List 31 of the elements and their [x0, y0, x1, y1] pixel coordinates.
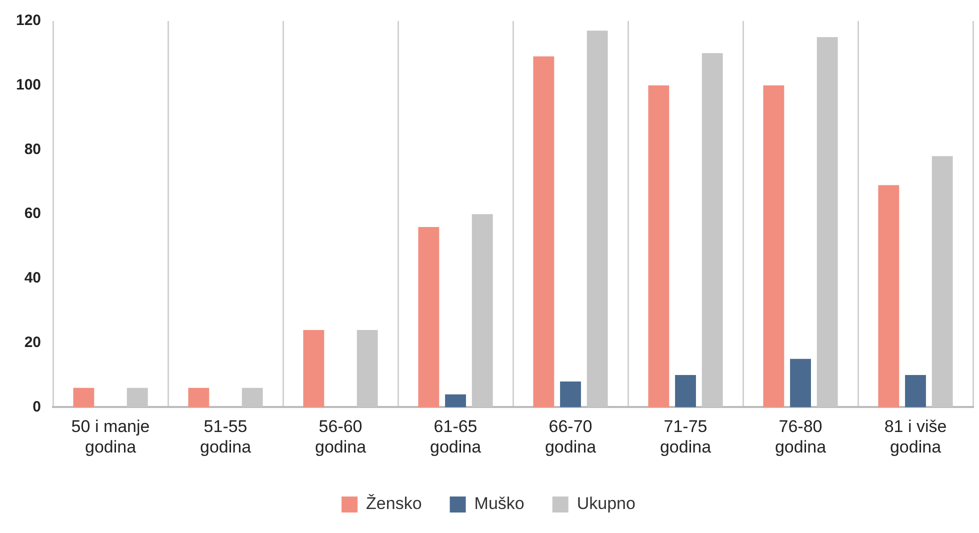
y-tick-label: 0: [32, 398, 42, 416]
y-tick-label: 20: [24, 334, 42, 351]
legend-label: Žensko: [366, 494, 422, 514]
x-tick-label: 76-80 godina: [774, 417, 827, 456]
x-tick-label: 56-60 godina: [314, 417, 367, 456]
x-tick-label: 81 i više godina: [884, 417, 947, 456]
bar: [878, 185, 900, 408]
bar: [418, 226, 440, 408]
bar: [73, 388, 94, 408]
x-tick-label: 71-75 godina: [660, 417, 712, 456]
y-tick-label: 120: [16, 12, 42, 30]
y-tick-label: 80: [24, 140, 42, 158]
legend-label: Muško: [474, 494, 524, 514]
y-tick-label: 100: [16, 76, 42, 94]
x-tick-label: 51-55 godina: [200, 417, 252, 456]
bar: [675, 375, 696, 408]
bar: [763, 85, 784, 408]
bar: [560, 381, 581, 408]
y-tick-label: 60: [24, 205, 42, 222]
bar: [648, 85, 670, 408]
x-tick-label: 50 i manje godina: [71, 417, 150, 456]
x-tick-label: 66-70 godina: [544, 417, 597, 456]
legend-label: Ukupno: [576, 494, 636, 514]
bar: [445, 394, 466, 408]
bar: [303, 330, 324, 408]
bar: [533, 56, 554, 408]
x-tick-label: 61-65 godina: [430, 417, 482, 456]
y-tick-label: 40: [24, 270, 42, 287]
bar: [790, 358, 811, 408]
bar: [905, 375, 926, 408]
bar: [188, 388, 210, 408]
